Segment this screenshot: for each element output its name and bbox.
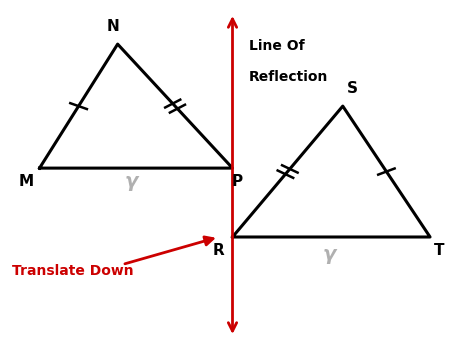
Text: R: R <box>213 243 225 258</box>
Text: Translate Down: Translate Down <box>12 265 133 279</box>
Text: M: M <box>18 174 33 189</box>
Text: N: N <box>106 19 120 34</box>
Text: Line Of: Line Of <box>249 39 304 53</box>
Text: Reflection: Reflection <box>249 70 328 84</box>
Text: P: P <box>232 174 243 189</box>
Text: γ: γ <box>322 245 336 264</box>
Text: γ: γ <box>125 173 138 191</box>
Text: S: S <box>346 82 358 96</box>
Text: T: T <box>434 243 445 258</box>
